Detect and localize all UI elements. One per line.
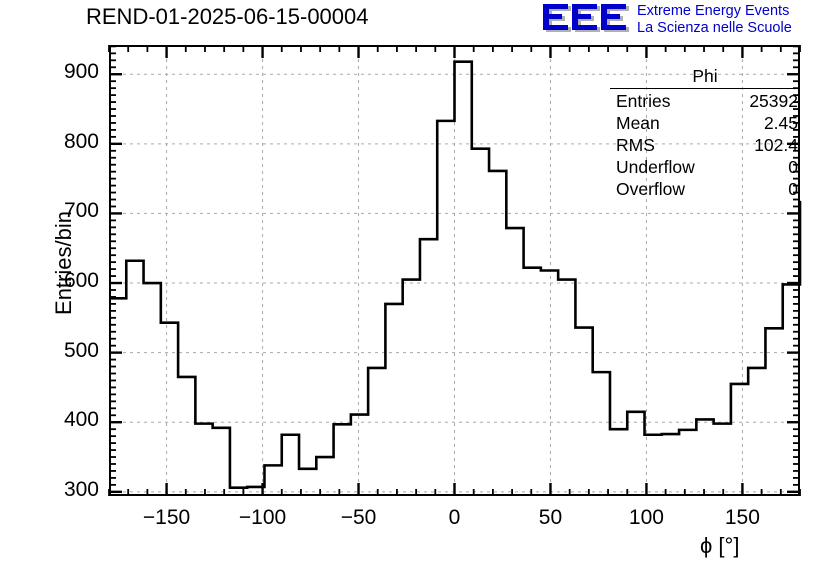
stats-row-value: 0	[788, 157, 798, 177]
stats-row: Overflow 0	[610, 178, 800, 200]
x-tick-label: −50	[340, 506, 377, 529]
x-tick-label: −100	[238, 506, 287, 529]
stats-divider	[610, 88, 800, 89]
stats-title: Phi	[692, 66, 718, 86]
stats-row: RMS 102.4	[610, 134, 800, 156]
y-tick-label: 600	[63, 269, 99, 293]
y-tick-label: 400	[63, 408, 99, 432]
stats-row-key: Overflow	[616, 179, 686, 199]
eee-logo-line2: La Scienza nelle Scuole	[637, 19, 792, 36]
stats-row: Mean 2.45	[610, 112, 800, 134]
stats-row-value: 102.4	[754, 135, 798, 155]
stats-row: Underflow 0	[610, 156, 800, 178]
stats-box: Phi Entries 25392 Mean 2.45 RMS 102.4 Underflo…	[610, 66, 800, 200]
stats-row-key: Underflow	[616, 157, 695, 177]
stats-row-key: Mean	[616, 113, 660, 133]
y-tick-label: 900	[63, 60, 99, 84]
eee-logo-text: Extreme Energy Events La Scienza nelle S…	[637, 3, 792, 36]
stats-row-key: Entries	[616, 91, 671, 111]
eee-logo-mark	[543, 4, 629, 32]
page-title: REND-01-2025-06-15-00004	[86, 4, 369, 29]
stats-row-value: 0	[788, 179, 798, 199]
stats-row-key: RMS	[616, 135, 655, 155]
y-tick-label: 300	[63, 477, 99, 501]
stats-row-value: 25392	[749, 91, 798, 111]
x-tick-label: 150	[724, 506, 760, 529]
x-tick-label: 0	[448, 506, 461, 529]
x-axis-title: ϕ [°]	[700, 533, 740, 558]
y-tick-label: 500	[63, 338, 99, 362]
y-tick-label: 700	[63, 199, 99, 223]
eee-logo-line1: Extreme Energy Events	[637, 3, 790, 19]
eee-logo: Extreme Energy Events La Scienza nelle S…	[541, 2, 833, 38]
stats-row-value: 2.45	[763, 113, 798, 133]
y-tick-label: 800	[63, 129, 99, 153]
stats-rows: Entries 25392 Mean 2.45 RMS 102.4 Underflow 0 Ov…	[610, 90, 800, 200]
x-tick-label: 100	[628, 506, 664, 529]
x-tick-label: −150	[142, 506, 191, 529]
x-tick-label: 50	[538, 506, 563, 529]
stats-row: Entries 25392	[610, 90, 800, 112]
